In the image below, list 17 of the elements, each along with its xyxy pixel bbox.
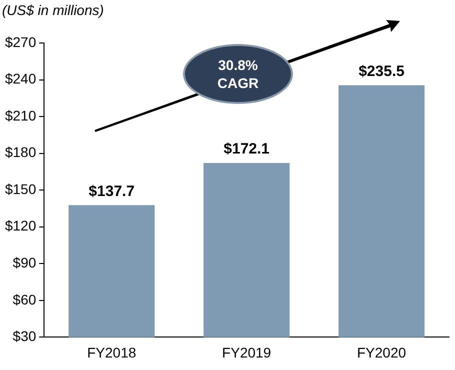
data-label: $235.5: [358, 62, 404, 80]
y-axis-title: (US$ in millions): [2, 2, 104, 18]
x-tick-label: FY2019: [222, 344, 272, 360]
y-tick-label: $240: [4, 70, 36, 87]
x-tick-label: FY2018: [87, 344, 136, 360]
y-tick-label: $90: [12, 254, 36, 271]
annotation: 30.8% CAGR: [216, 56, 260, 92]
data-label: $137.7: [88, 182, 135, 200]
y-tick-label: $60: [12, 291, 36, 308]
y-tick-label: $180: [4, 144, 36, 160]
y-tick-label: $210: [4, 107, 36, 124]
y-tick-label: $30: [12, 328, 36, 344]
y-tick-label: $150: [4, 180, 36, 197]
y-tick-label: $120: [4, 218, 36, 234]
data-label: $172.1: [224, 140, 270, 158]
y-tick-label: $270: [4, 34, 36, 50]
x-tick-label: FY2020: [357, 344, 406, 360]
